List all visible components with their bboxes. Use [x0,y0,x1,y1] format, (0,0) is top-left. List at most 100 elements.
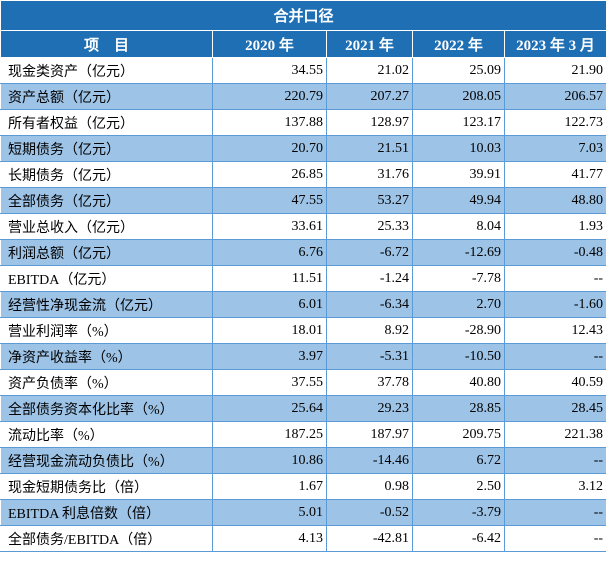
table-cell: -1.60 [503,291,606,318]
table-cell: 21.02 [326,57,413,84]
row-label: 长期债务（亿元） [0,161,213,188]
table-cell: 47.55 [212,187,327,214]
table-cell: 26.85 [212,161,327,188]
table-cell: 2.70 [412,291,505,318]
table-cell: 49.94 [412,187,505,214]
table-cell: 220.79 [212,83,327,110]
table-row: 资产总额（亿元） 220.79 207.27 208.05 206.57 [0,83,606,110]
row-label: 经营性净现金流（亿元） [0,291,213,318]
table-cell: -5.31 [326,343,413,370]
table-cell: 8.04 [412,213,505,240]
table-cell: 0.98 [326,473,413,500]
table-cell: 206.57 [503,83,606,110]
table-cell: 1.93 [503,213,606,240]
table-cell: -0.52 [326,499,413,526]
table-cell: -14.46 [326,447,413,474]
table-cell: 40.59 [503,369,606,396]
table-cell: 37.55 [212,369,327,396]
table-cell: -- [503,499,606,526]
row-label: EBITDA（亿元） [0,265,213,292]
table-cell: 123.17 [412,109,505,136]
table-cell: 39.91 [412,161,505,188]
table-cell: 25.64 [212,395,327,422]
table-cell: 187.25 [212,421,327,448]
table-cell: 7.03 [503,135,606,162]
table-cell: 209.75 [412,421,505,448]
table-cell: 33.61 [212,213,327,240]
table-cell: -7.78 [412,265,505,292]
table-row: 现金类资产（亿元） 34.55 21.02 25.09 21.90 [0,57,606,84]
table-cell: -12.69 [412,239,505,266]
table-row: 净资产收益率（%） 3.97 -5.31 -10.50 -- [0,343,606,370]
table-cell: -- [503,525,606,552]
table-cell: 20.70 [212,135,327,162]
table-cell: 41.77 [503,161,606,188]
table-cell: 28.85 [412,395,505,422]
row-label: 全部债务资本化比率（%） [0,395,213,422]
table-cell: 21.51 [326,135,413,162]
table-cell: 3.12 [503,473,606,500]
column-header-2021: 2021 年 [326,30,413,58]
table-cell: 221.38 [503,421,606,448]
column-header-2022: 2022 年 [412,30,505,58]
table-cell: -10.50 [412,343,505,370]
table-cell: 34.55 [212,57,327,84]
financial-table: 合并口径 项 目 2020 年 2021 年 2022 年 2023 年 3 月… [0,0,606,552]
table-row: 营业利润率（%） 18.01 8.92 -28.90 12.43 [0,317,606,344]
row-label: 经营现金流动负债比（%） [0,447,213,474]
table-cell: 122.73 [503,109,606,136]
column-header-2023-march: 2023 年 3 月 [503,30,606,58]
table-row: 全部债务/EBITDA（倍） 4.13 -42.81 -6.42 -- [0,525,606,552]
row-label: 净资产收益率（%） [0,343,213,370]
table-cell: 10.86 [212,447,327,474]
table-row: 经营性净现金流（亿元） 6.01 -6.34 2.70 -1.60 [0,291,606,318]
table-cell: 6.01 [212,291,327,318]
table-header-row: 项 目 2020 年 2021 年 2022 年 2023 年 3 月 [0,30,606,58]
row-label: 营业利润率（%） [0,317,213,344]
table-cell: 29.23 [326,395,413,422]
table-cell: 6.72 [412,447,505,474]
table-cell: -6.72 [326,239,413,266]
table-row: EBITDA 利息倍数（倍） 5.01 -0.52 -3.79 -- [0,499,606,526]
table-cell: 37.78 [326,369,413,396]
table-row: 流动比率（%） 187.25 187.97 209.75 221.38 [0,421,606,448]
table-cell: -3.79 [412,499,505,526]
table-cell: 187.97 [326,421,413,448]
table-cell: -- [503,343,606,370]
row-label: 资产总额（亿元） [0,83,213,110]
table-cell: -1.24 [326,265,413,292]
table-cell: -6.34 [326,291,413,318]
table-cell: 6.76 [212,239,327,266]
table-cell: 4.13 [212,525,327,552]
row-label: 资产负债率（%） [0,369,213,396]
table-cell: 3.97 [212,343,327,370]
table-row: 营业总收入（亿元） 33.61 25.33 8.04 1.93 [0,213,606,240]
row-label: EBITDA 利息倍数（倍） [0,499,213,526]
row-label: 全部债务（亿元） [0,187,213,214]
row-label: 短期债务（亿元） [0,135,213,162]
table-cell: 2.50 [412,473,505,500]
row-label: 利润总额（亿元） [0,239,213,266]
column-header-item: 项 目 [0,30,213,58]
table-cell: -28.90 [412,317,505,344]
table-row: 全部债务（亿元） 47.55 53.27 49.94 48.80 [0,187,606,214]
table-cell: 12.43 [503,317,606,344]
table-row: 现金短期债务比（倍） 1.67 0.98 2.50 3.12 [0,473,606,500]
table-cell: 5.01 [212,499,327,526]
row-label: 流动比率（%） [0,421,213,448]
table-cell: 10.03 [412,135,505,162]
table-cell: 18.01 [212,317,327,344]
table-cell: 128.97 [326,109,413,136]
table-row: 全部债务资本化比率（%） 25.64 29.23 28.85 28.45 [0,395,606,422]
table-cell: 21.90 [503,57,606,84]
table-cell: 208.05 [412,83,505,110]
table-cell: 25.33 [326,213,413,240]
table-row: 经营现金流动负债比（%） 10.86 -14.46 6.72 -- [0,447,606,474]
row-label: 全部债务/EBITDA（倍） [0,525,213,552]
table-cell: -6.42 [412,525,505,552]
table-cell: 25.09 [412,57,505,84]
table-row: 长期债务（亿元） 26.85 31.76 39.91 41.77 [0,161,606,188]
table-cell: 40.80 [412,369,505,396]
table-cell: 11.51 [212,265,327,292]
table-cell: 28.45 [503,395,606,422]
